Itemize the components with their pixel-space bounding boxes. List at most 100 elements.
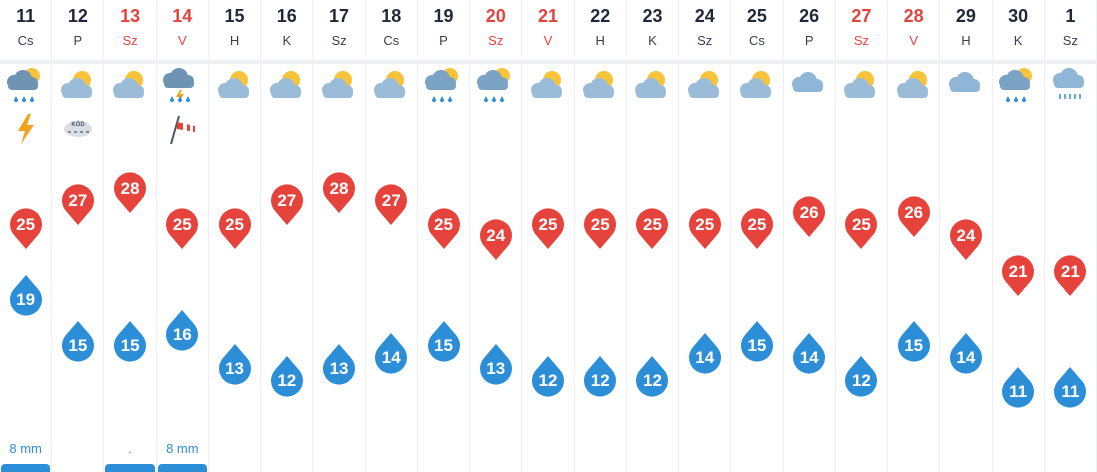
day-column[interactable]: 15 H 25 13 [209, 0, 262, 472]
day-column[interactable]: 29 H 24 14 [940, 0, 993, 472]
sun-rain-icon [998, 66, 1038, 106]
day-number: 26 [799, 6, 820, 26]
day-column[interactable]: 11 Cs 25 19 8 mm [0, 0, 53, 472]
day-number: 25 [746, 6, 767, 26]
day-column[interactable]: 14 V 25 16 8 mm [157, 0, 209, 472]
sun-cloud-icon [215, 66, 255, 106]
max-temp-value: 27 [68, 190, 88, 210]
weekday-abbr: V [177, 33, 187, 48]
min-temp-value: 12 [642, 370, 662, 390]
max-temp-marker: 27 [270, 184, 304, 226]
day-column[interactable]: 27 Sz 25 12 [836, 0, 889, 472]
day-column[interactable]: 20 Sz 24 13 [470, 0, 523, 472]
day-column[interactable]: 26 P 26 14 [784, 0, 836, 472]
lightning-icon [9, 112, 43, 146]
day-column[interactable]: 1 Sz 21 11 [1045, 0, 1097, 472]
day-number: 21 [537, 6, 558, 26]
max-temp-value: 24 [956, 226, 976, 246]
windsock-icon [165, 112, 199, 146]
weekday-abbr: Sz [331, 33, 347, 48]
min-temp-marker: 14 [949, 332, 983, 374]
svg-text:KÖD: KÖD [71, 121, 85, 128]
fog-icon: KÖD [61, 112, 95, 146]
max-temp-marker: 25 [165, 207, 199, 250]
precipitation-amount: 8 mm [166, 441, 199, 456]
day-number: 11 [16, 6, 36, 26]
max-temp-value: 28 [120, 179, 140, 198]
max-temp-marker: 27 [374, 184, 408, 226]
max-temp-value: 25 [590, 214, 610, 234]
min-temp-marker: 15 [61, 320, 95, 362]
sun-cloud-icon [58, 66, 98, 106]
max-temp-value: 27 [277, 190, 297, 210]
day-number: 14 [172, 6, 193, 26]
max-temp-value: 25 [16, 214, 36, 234]
min-temp-marker: 15 [740, 320, 774, 362]
weekday-abbr: H [595, 33, 605, 48]
day-column[interactable]: 28 V 26 15 [888, 0, 941, 472]
sun-cloud-icon [632, 66, 672, 106]
max-temp-value: 25 [434, 214, 453, 234]
min-temp-value: 14 [381, 347, 401, 367]
precipitation-amount: . [128, 441, 132, 456]
min-temp-value: 11 [1061, 382, 1080, 401]
day-column[interactable]: 24 Sz 25 14 [679, 0, 732, 472]
sun-cloud-icon [528, 66, 568, 106]
weekday-abbr: Cs [749, 33, 765, 48]
max-temp-marker: 25 [688, 207, 722, 250]
max-temp-marker: 25 [427, 207, 461, 250]
day-column[interactable]: 13 Sz 28 15. [104, 0, 157, 472]
min-temp-value: 12 [538, 370, 558, 390]
max-temp-marker: 25 [740, 207, 774, 250]
min-temp-marker: 12 [844, 355, 878, 397]
day-column[interactable]: 16 K 27 12 [261, 0, 314, 472]
weekday-abbr: P [439, 33, 448, 48]
min-temp-value: 15 [120, 336, 140, 355]
day-number: 12 [67, 6, 88, 26]
max-temp-value: 26 [799, 202, 819, 222]
day-column[interactable]: 23 K 25 12 [627, 0, 680, 472]
max-temp-marker: 25 [9, 207, 43, 250]
day-column[interactable]: 17 Sz 28 13 [313, 0, 366, 472]
min-temp-value: 11 [1009, 382, 1028, 401]
min-temp-marker: 11 [1001, 366, 1035, 408]
day-number: 30 [1008, 6, 1029, 26]
day-column[interactable]: 21 V 25 12 [522, 0, 575, 472]
min-temp-marker: 15 [897, 320, 931, 362]
cloud-icon [789, 66, 829, 106]
weekday-abbr: Cs [17, 33, 34, 48]
weekday-abbr: K [282, 33, 292, 48]
max-temp-marker: 28 [113, 172, 147, 214]
max-temp-value: 25 [225, 214, 244, 234]
max-temp-value: 25 [538, 214, 558, 234]
day-number: 13 [120, 6, 141, 26]
min-temp-value: 12 [277, 370, 297, 390]
day-number: 27 [851, 6, 872, 26]
storm-cloud-icon [162, 66, 202, 106]
min-temp-marker: 12 [583, 355, 617, 397]
min-temp-marker: 14 [688, 332, 722, 374]
max-temp-value: 21 [1060, 262, 1080, 281]
min-temp-value: 14 [956, 347, 976, 367]
weekday-abbr: H [229, 33, 240, 48]
sun-cloud-icon [841, 66, 881, 106]
day-number: 1 [1065, 6, 1076, 26]
min-temp-value: 13 [329, 359, 349, 378]
sun-cloud-icon [371, 66, 411, 106]
max-temp-marker: 26 [897, 196, 931, 238]
min-temp-marker: 14 [374, 332, 408, 374]
day-column[interactable]: 25 Cs 25 15 [731, 0, 784, 472]
weekday-abbr: Sz [122, 33, 138, 48]
weekday-abbr: P [804, 33, 814, 48]
day-column[interactable]: 22 H 25 12 [575, 0, 627, 472]
min-temp-marker: 19 [9, 274, 43, 316]
max-temp-marker: 25 [844, 207, 878, 250]
day-column[interactable]: 18 Cs 27 14 [366, 0, 418, 472]
day-column[interactable]: 12 P KÖD 27 15 [52, 0, 105, 472]
day-column[interactable]: 30 K 21 11 [993, 0, 1045, 472]
max-temp-marker: 25 [531, 207, 565, 250]
min-temp-value: 14 [695, 347, 715, 367]
max-temp-value: 24 [486, 226, 506, 246]
day-column[interactable]: 19 P 25 15 [418, 0, 471, 472]
max-temp-marker: 26 [792, 196, 826, 238]
